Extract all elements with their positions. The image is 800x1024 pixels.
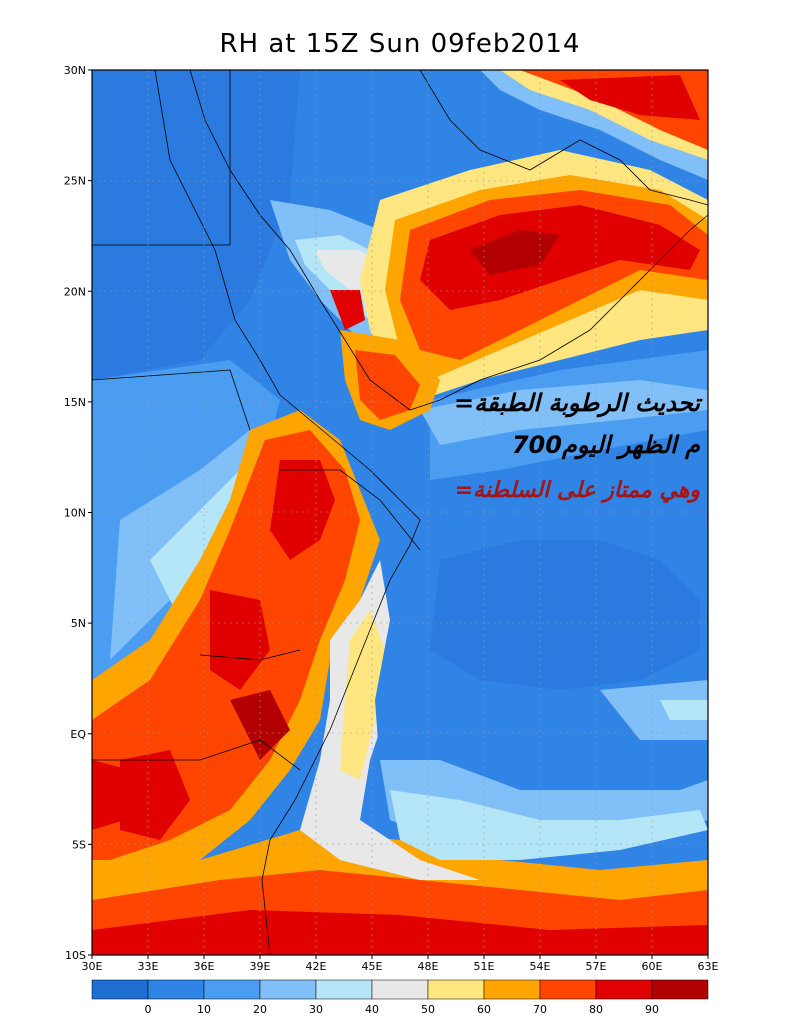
lat-tick-label: 10N: [64, 507, 86, 520]
lon-tick-label: 57E: [586, 960, 607, 973]
annotation-line-1: =تحديث الرطوبة الطبقة: [454, 389, 703, 418]
colorbar-label: 0: [145, 1003, 152, 1016]
colorbar-label: 90: [645, 1003, 659, 1016]
lat-tick-label: 5S: [72, 838, 86, 851]
colorbar-label: 40: [365, 1003, 379, 1016]
lat-tick-label: 25N: [64, 175, 86, 188]
colorbar-swatch: [651, 979, 709, 1000]
coastlines: [92, 70, 708, 955]
lon-tick-label: 33E: [138, 960, 159, 973]
colorbar: 0 10 20 30 40 50 60 70 80 90: [91, 979, 709, 1016]
lon-tick-label: 63E: [698, 960, 719, 973]
colorbar-swatch: [427, 979, 485, 1000]
annotation-line-3: =وهي ممتاز على السلطنة: [455, 478, 701, 503]
lon-tick-label: 51E: [474, 960, 495, 973]
colorbar-swatch: [371, 979, 429, 1000]
colorbar-label: 50: [421, 1003, 435, 1016]
grid-lines: [92, 70, 708, 955]
rh-field: [92, 70, 708, 955]
colorbar-label: 60: [477, 1003, 491, 1016]
lon-tick-label: 48E: [418, 960, 439, 973]
colorbar-label: 20: [253, 1003, 267, 1016]
colorbar-label: 30: [309, 1003, 323, 1016]
lon-tick-label: 60E: [642, 960, 663, 973]
colorbar-label: 80: [589, 1003, 603, 1016]
lon-tick-label: 30E: [82, 960, 103, 973]
colorbar-label: 70: [533, 1003, 547, 1016]
arabic-annotations: =تحديث الرطوبة الطبقة 700م الظهر اليوم =…: [454, 389, 703, 503]
colorbar-swatch: [147, 979, 205, 1000]
colorbar-swatch: [539, 979, 597, 1000]
lon-tick-label: 36E: [194, 960, 215, 973]
lat-tick-label: 10S: [65, 949, 86, 962]
colorbar-swatch: [91, 979, 149, 1000]
colorbar-label: 10: [197, 1003, 211, 1016]
lat-tick-label: 20N: [64, 285, 86, 298]
lon-tick-label: 39E: [250, 960, 271, 973]
colorbar-swatch: [315, 979, 373, 1000]
longitude-axis: 30E 33E 36E 39E 42E 45E 48E 51E 54E 57E 60E 63E: [82, 955, 719, 973]
colorbar-swatch: [203, 979, 261, 1000]
lon-tick-label: 45E: [362, 960, 383, 973]
lat-tick-label: 5N: [71, 617, 86, 630]
lat-tick-label: 30N: [64, 64, 86, 77]
lon-tick-label: 54E: [530, 960, 551, 973]
lat-tick-label: 15N: [64, 396, 86, 409]
lat-tick-label: EQ: [70, 728, 86, 741]
lon-tick-label: 42E: [306, 960, 327, 973]
map-title: RH at 15Z Sun 09feb2014: [219, 29, 580, 59]
annotation-line-2: 700م الظهر اليوم: [512, 431, 701, 460]
colorbar-swatch: [483, 979, 541, 1000]
colorbar-swatch: [595, 979, 653, 1000]
colorbar-swatch: [259, 979, 317, 1000]
latitude-axis: 30N 25N 20N 15N 10N 5N EQ 5S 10S: [64, 64, 92, 962]
